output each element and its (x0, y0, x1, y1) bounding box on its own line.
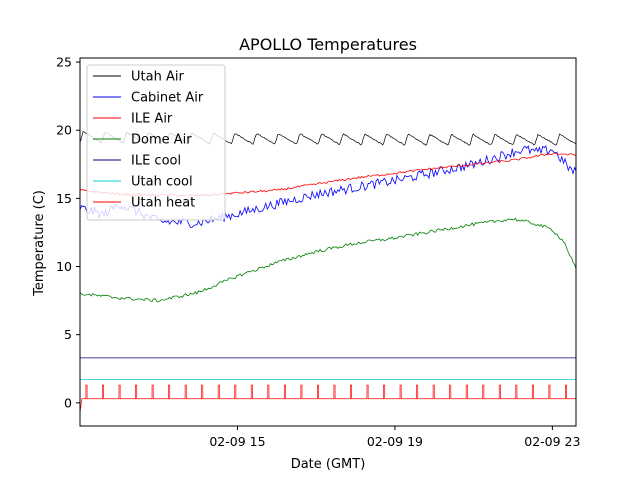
x-tick-label-0: 02-09 15 (209, 434, 265, 449)
series-line-dome-air (80, 217, 576, 303)
legend-entry-ile-air: ILE Air (131, 112, 173, 127)
y-tick-label-20: 20 (56, 123, 72, 138)
legend-entry-ile-cool: ILE cool (131, 154, 181, 169)
axes-frame (79, 57, 577, 427)
legend-box (86, 64, 226, 221)
x-tick-label-1: 02-09 19 (367, 434, 423, 449)
legend-entry-cabinet-air: Cabinet Air (131, 91, 204, 106)
y-tick-label-0: 0 (64, 395, 72, 410)
series-lines (80, 131, 576, 413)
series-line-utah-air (80, 131, 576, 146)
plot-area (80, 131, 576, 413)
y-tick-label-5: 5 (64, 327, 72, 342)
series-line-cabinet-air (80, 145, 576, 228)
y-axis-label: Temperature (C) (32, 190, 47, 297)
x-axis-label: Date (GMT) (291, 457, 366, 472)
chart-title: APOLLO Temperatures (239, 35, 417, 54)
legend-entry-dome-air: Dome Air (131, 133, 192, 148)
y-tick-label-25: 25 (56, 55, 72, 70)
legend-entry-utah-heat: Utah heat (131, 196, 195, 211)
x-tick-label-2: 02-09 23 (524, 434, 580, 449)
legend-entry-utah-cool: Utah cool (131, 175, 193, 190)
series-line-ile-air (80, 152, 576, 197)
y-tick-label-15: 15 (56, 191, 72, 206)
y-tick-label-10: 10 (56, 259, 72, 274)
series-line-utah-heat (80, 384, 576, 413)
legend-entry-utah-air: Utah Air (131, 70, 184, 85)
legend: Utah Air Cabinet Air ILE Air Dome Air ILE co… (86, 64, 226, 221)
